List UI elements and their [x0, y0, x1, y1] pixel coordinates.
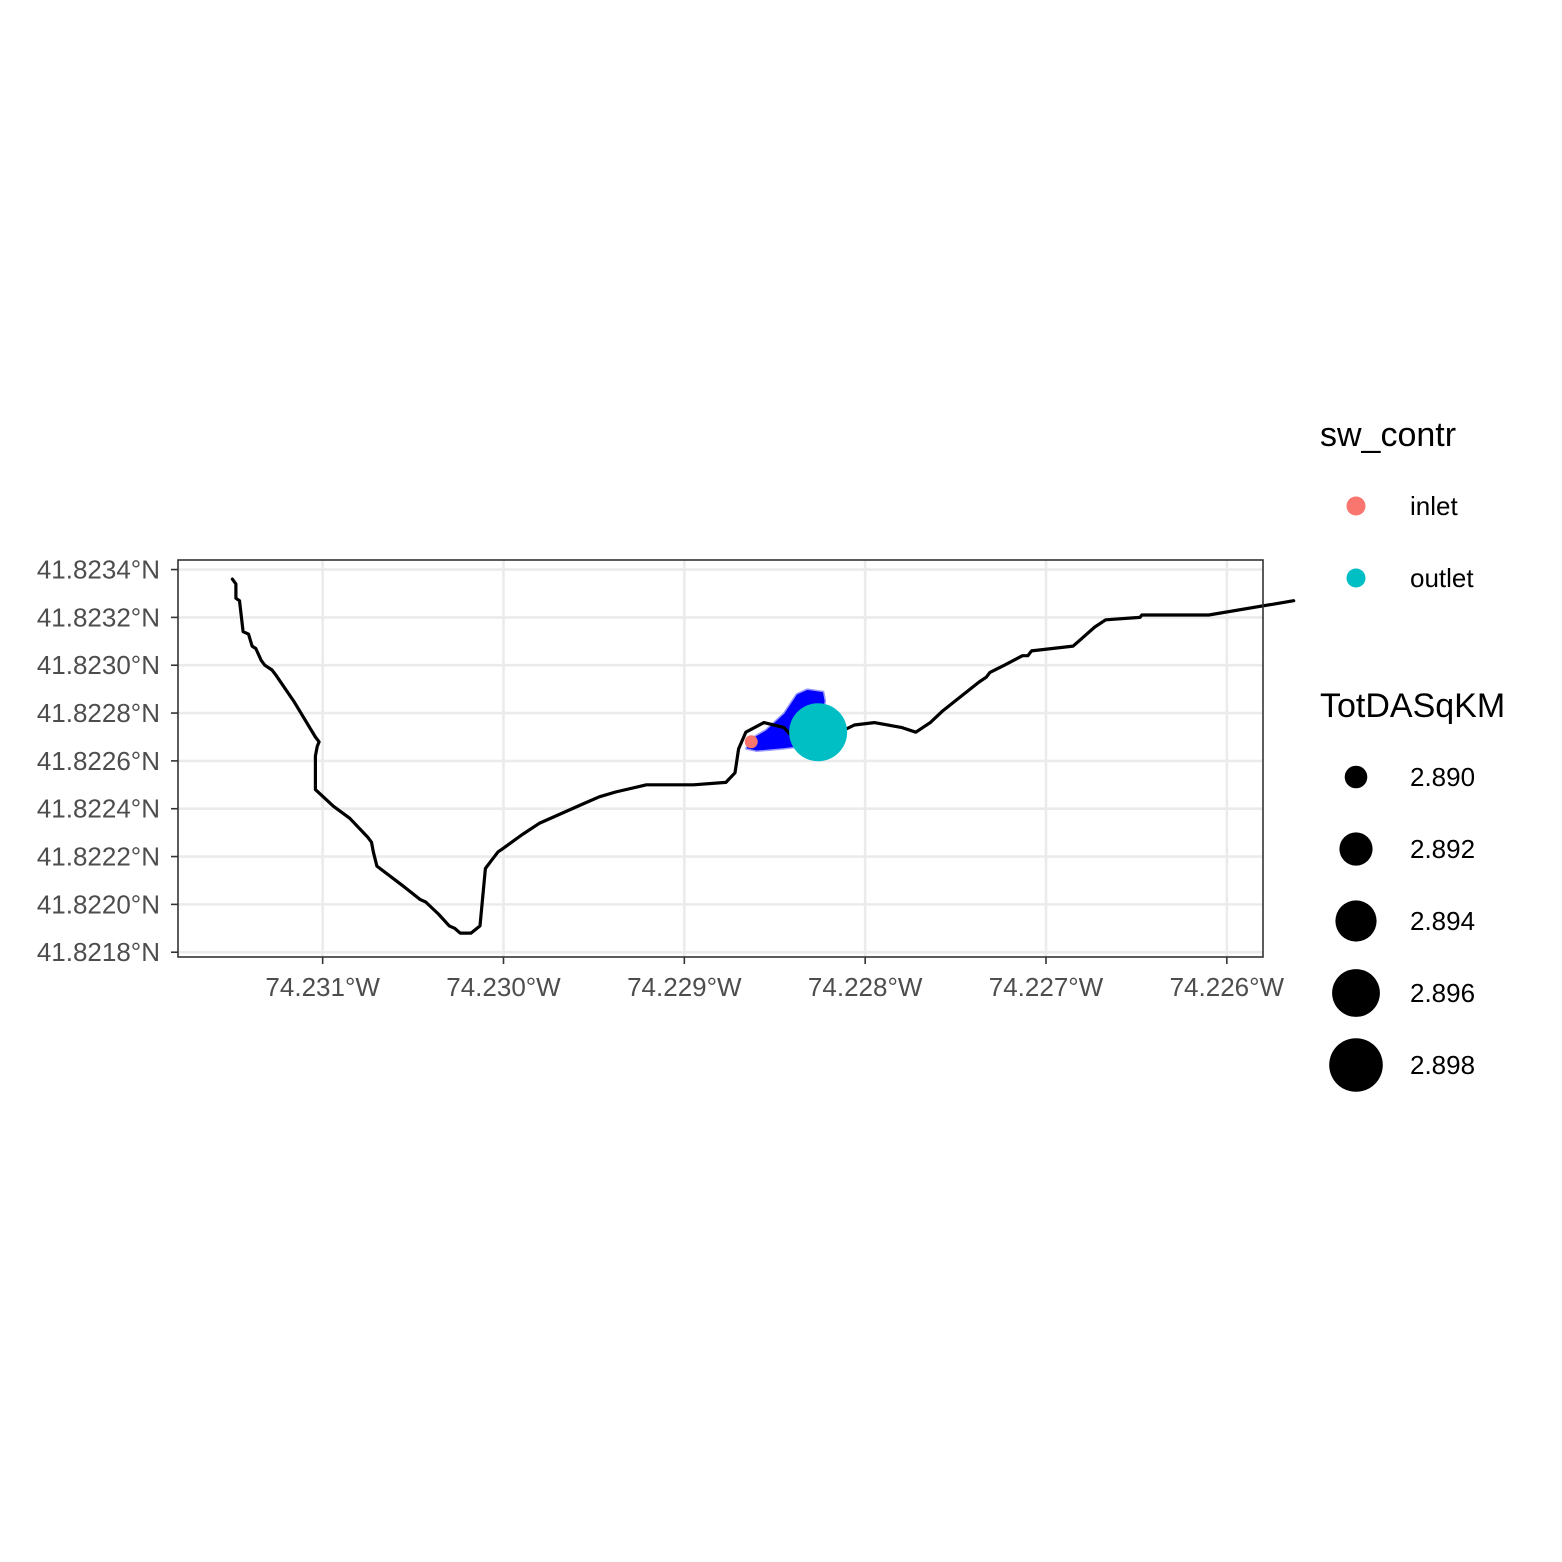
points-layer: [744, 703, 848, 762]
legend-key-outlet: [1346, 568, 1366, 588]
y-tick-label: 41.8226°N: [37, 746, 160, 776]
legend-label-inlet: inlet: [1410, 491, 1458, 521]
legend-size-label: 2.890: [1410, 762, 1475, 792]
x-tick-label: 74.230°W: [446, 972, 561, 1002]
gridlines: [178, 560, 1263, 957]
y-tick-label: 41.8232°N: [37, 602, 160, 632]
legend-title-totdasqkm: TotDASqKM: [1320, 687, 1505, 725]
x-tick-label: 74.228°W: [808, 972, 923, 1002]
legend-size-label: 2.892: [1410, 834, 1475, 864]
x-tick-label: 74.226°W: [1170, 972, 1285, 1002]
x-axis: 74.231°W 74.230°W 74.229°W 74.228°W 74.227°W…: [265, 957, 1285, 1002]
legend-size-label: 2.898: [1410, 1050, 1475, 1080]
legend-size-label: 2.894: [1410, 906, 1475, 936]
panel-frame: [177, 559, 1264, 958]
legend-totdasqkm: TotDASqKM 2.890 2.892 2.894 2.896 2.898: [1320, 687, 1505, 1092]
x-tick-label: 74.227°W: [989, 972, 1104, 1002]
y-axis: 41.8234°N 41.8232°N 41.8230°N 41.8228°N 41.8…: [37, 555, 178, 967]
legend-label-outlet: outlet: [1410, 563, 1474, 593]
legend-size-key: [1344, 765, 1368, 789]
x-tick-label: 74.231°W: [265, 972, 380, 1002]
legend-key-inlet: [1346, 496, 1366, 516]
legend-size-key: [1332, 969, 1380, 1017]
legend-size-key: [1339, 832, 1373, 866]
legend-size-key: [1329, 1038, 1383, 1092]
y-tick-label: 41.8228°N: [37, 698, 160, 728]
legend-sw-contr: sw_contr inlet outlet: [1320, 416, 1474, 593]
legend-size-label: 2.896: [1410, 978, 1475, 1008]
plot-panel: [178, 560, 1263, 957]
y-tick-label: 41.8218°N: [37, 937, 160, 967]
outlet-point: [789, 703, 848, 762]
flowline: [230, 577, 1296, 935]
y-tick-label: 41.8222°N: [37, 842, 160, 872]
legend-title-sw-contr: sw_contr: [1320, 416, 1456, 454]
panel-border: [177, 559, 1264, 958]
inlet-point: [744, 735, 758, 749]
y-tick-label: 41.8224°N: [37, 794, 160, 824]
y-tick-label: 41.8220°N: [37, 889, 160, 919]
x-tick-label: 74.229°W: [627, 972, 742, 1002]
y-tick-label: 41.8234°N: [37, 555, 160, 585]
legend-size-key: [1335, 900, 1377, 942]
y-tick-label: 41.8230°N: [37, 650, 160, 680]
panel-background: [178, 560, 1263, 957]
